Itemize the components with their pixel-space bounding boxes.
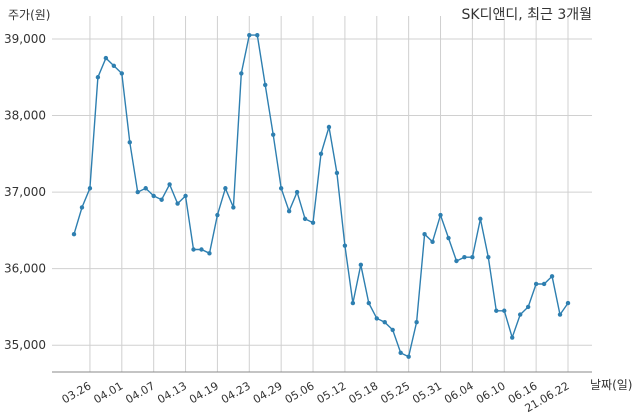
y-tick-label: 35,000 [4, 338, 46, 352]
data-point [127, 140, 132, 145]
grid-lines [52, 16, 592, 372]
x-tick-label: 05.31 [410, 379, 444, 406]
y-tick-label: 38,000 [4, 109, 46, 123]
data-point [478, 216, 483, 222]
data-point [199, 247, 204, 252]
x-tick-label: 04.01 [92, 379, 126, 406]
x-tick-label: 06.10 [474, 379, 508, 406]
data-point [191, 247, 196, 252]
data-point [430, 239, 435, 245]
chart-title: SK디앤디, 최근 3개월 [461, 7, 593, 23]
data-point [95, 75, 101, 80]
data-point [71, 231, 77, 237]
data-point [502, 308, 507, 313]
data-point [462, 254, 467, 260]
y-tick-label: 37,000 [4, 185, 46, 199]
data-point [183, 193, 188, 199]
data-point [374, 316, 379, 321]
data-point [414, 320, 419, 325]
data-point [167, 182, 172, 187]
data-point [326, 124, 332, 130]
data-point [525, 304, 531, 310]
x-tick-label: 04.29 [251, 379, 285, 406]
x-tick-label: 04.19 [187, 379, 221, 406]
data-point [215, 212, 220, 218]
data-point [446, 235, 451, 241]
data-point [119, 71, 125, 76]
data-point [79, 205, 85, 210]
data-point [358, 262, 364, 268]
data-point [382, 320, 387, 325]
data-point [239, 71, 244, 76]
data-point [278, 186, 284, 191]
x-tick-label: 03.26 [60, 379, 94, 406]
y-axis-label: 주가(원) [8, 8, 51, 22]
data-point [318, 151, 324, 157]
data-point [557, 312, 563, 317]
data-point [143, 186, 148, 191]
data-point [223, 186, 228, 191]
data-point [486, 254, 491, 260]
data-point [494, 308, 499, 313]
data-point [151, 193, 156, 199]
data-point [247, 32, 252, 38]
data-point [422, 231, 427, 237]
data-point [255, 32, 260, 38]
data-point [390, 327, 395, 333]
data-point [510, 335, 515, 340]
data-point [398, 350, 403, 356]
data-point [470, 254, 475, 260]
data-point [159, 197, 164, 202]
data-point [438, 212, 443, 218]
x-tick-label: 06.04 [442, 379, 476, 406]
x-tick-label: 05.18 [346, 379, 380, 406]
y-tick-label: 39,000 [4, 32, 46, 46]
x-tick-label: 05.25 [378, 379, 412, 406]
data-point [294, 189, 300, 195]
x-axis-label: 날짜(일) [590, 378, 633, 392]
series-line [73, 34, 569, 358]
data-point [286, 209, 292, 214]
data-point [302, 216, 308, 222]
x-tick-label: 04.13 [155, 379, 189, 406]
data-point [350, 300, 356, 306]
data-point [103, 55, 109, 61]
x-tick-label: 04.23 [219, 379, 253, 406]
data-point [342, 243, 348, 248]
data-point [231, 205, 236, 210]
y-tick-label: 36,000 [4, 262, 46, 276]
data-point [207, 251, 212, 256]
data-point [135, 189, 140, 195]
data-point [517, 312, 523, 317]
data-point [565, 300, 571, 306]
data-point [454, 258, 459, 264]
data-point [366, 300, 372, 306]
series-layer [71, 32, 571, 359]
x-tick-label: 05.06 [283, 379, 317, 406]
data-point [263, 82, 268, 88]
y-axis: 35,000 36,000 37,000 38,000 39,000 [4, 32, 46, 352]
data-point [406, 354, 411, 359]
x-tick-label: 04.07 [123, 379, 157, 406]
data-point [549, 274, 555, 279]
x-axis: 03.2604.0104.0704.1304.1904.2304.2905.06… [52, 371, 592, 414]
data-point [87, 186, 93, 191]
data-point [270, 132, 276, 137]
data-point [111, 63, 117, 68]
data-point [541, 281, 547, 287]
data-point [175, 201, 180, 206]
data-point [310, 220, 316, 225]
x-tick-label: 05.12 [315, 379, 349, 406]
data-point [334, 170, 340, 176]
data-point [533, 281, 539, 287]
